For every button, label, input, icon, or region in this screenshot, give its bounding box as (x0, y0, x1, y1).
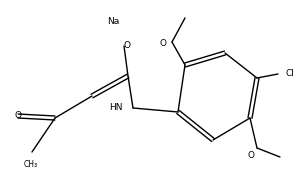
Text: O: O (248, 151, 255, 160)
Text: HN: HN (109, 104, 123, 112)
Text: Cl: Cl (285, 70, 294, 78)
Text: Na: Na (107, 18, 119, 26)
Text: O: O (160, 39, 167, 47)
Text: O: O (123, 42, 131, 50)
Text: CH₃: CH₃ (24, 160, 38, 169)
Text: O: O (15, 112, 21, 121)
